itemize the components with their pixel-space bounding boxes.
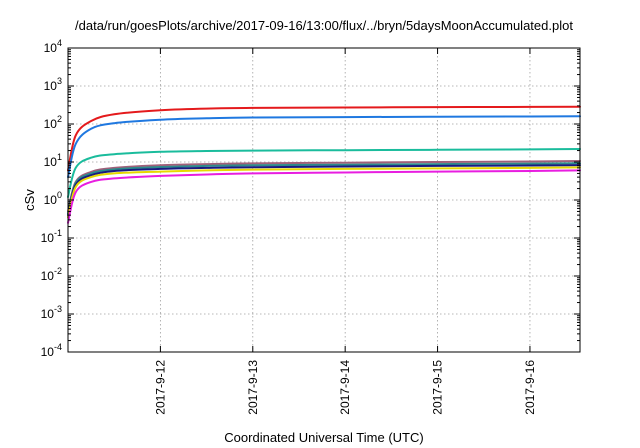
y-tick-label: 10-4: [41, 342, 62, 359]
series-line-3: [67, 148, 581, 198]
x-tick-label: 2017-9-13: [246, 360, 260, 415]
x-tick-label: 2017-9-14: [338, 360, 352, 415]
y-tick-label: 10-3: [41, 304, 62, 321]
y-tick-label: 103: [44, 76, 62, 93]
series-line-4: [67, 160, 581, 213]
x-axis-label: Coordinated Universal Time (UTC): [224, 430, 423, 445]
x-axis: 2017-9-12 2017-9-13 2017-9-14 2017-9-15 2017…: [153, 48, 537, 415]
chart-title: /data/run/goesPlots/archive/2017-09-16/1…: [75, 18, 573, 33]
y-tick-label: 100: [44, 190, 62, 207]
series-line-2: [67, 115, 581, 179]
series-line-1: [67, 105, 581, 172]
x-tick-label: 2017-9-16: [523, 360, 537, 415]
x-tick-label: 2017-9-12: [153, 360, 167, 415]
grid: [68, 48, 580, 352]
y-tick-label: 10-1: [41, 228, 62, 245]
y-axis-label: cSv: [22, 189, 37, 211]
y-tick-label: 10-2: [41, 266, 62, 283]
y-tick-label: 102: [44, 114, 62, 131]
series-line-7: [67, 166, 581, 219]
series-line-6: [67, 164, 581, 217]
series-line-5: [67, 162, 581, 215]
y-tick-label: 104: [44, 38, 62, 55]
y-tick-label: 101: [44, 152, 62, 169]
series-line-8: [67, 169, 581, 224]
y-axis: 10-4 10-3 10-2 10-1 100 101 102 103 104: [41, 38, 580, 359]
series-group: [67, 105, 581, 224]
x-tick-label: 2017-9-15: [431, 360, 445, 415]
